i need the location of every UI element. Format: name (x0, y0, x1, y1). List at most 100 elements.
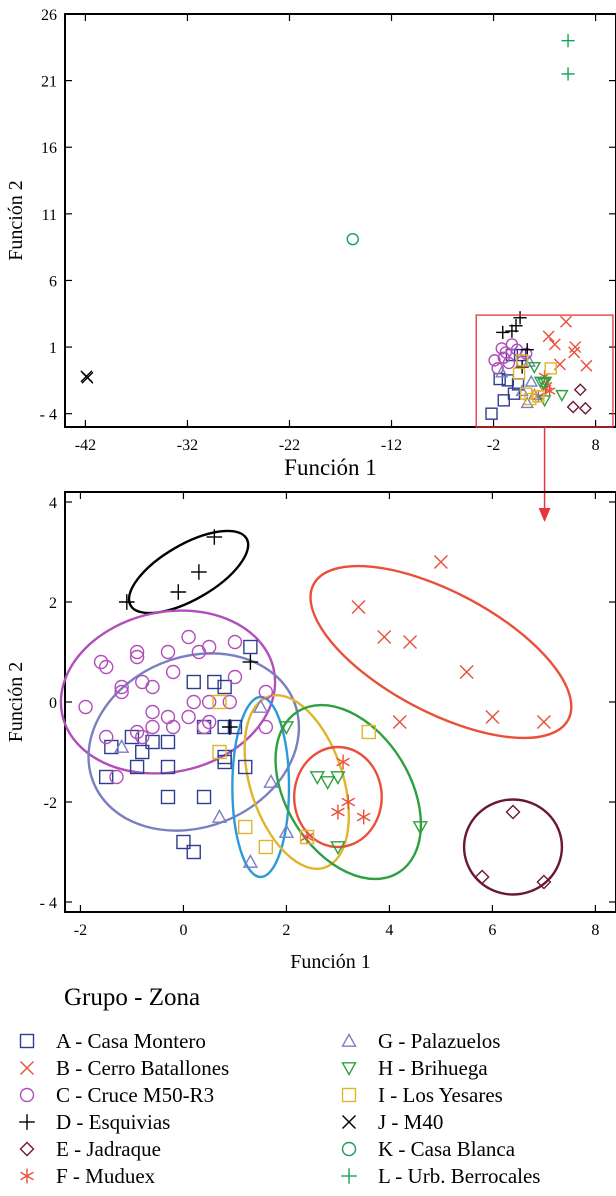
data-point (165, 664, 181, 680)
data-point (258, 719, 274, 735)
data-point (238, 819, 253, 835)
data-point (145, 704, 160, 720)
legend-label: H - Brihuega (378, 1055, 488, 1080)
data-point (392, 715, 407, 729)
data-point (186, 674, 201, 690)
data-point (201, 694, 217, 710)
data-point (536, 377, 551, 390)
data-point (113, 739, 130, 753)
data-point (191, 564, 207, 580)
legend-marker-icon (20, 1168, 34, 1184)
legend-label: L - Urb. Berrocales (378, 1163, 541, 1188)
data-point (513, 311, 527, 325)
confidence-ellipse (274, 703, 423, 881)
data-point (109, 769, 124, 785)
legend-marker (19, 1033, 35, 1049)
data-point (403, 635, 418, 649)
data-point (512, 367, 526, 380)
legend-marker (341, 1141, 357, 1157)
y-tick-label: - 4 (40, 407, 57, 424)
data-point (263, 774, 279, 788)
data-point (542, 330, 555, 343)
y-tick-label: -2 (44, 795, 57, 812)
data-point (520, 343, 534, 357)
data-point (331, 804, 345, 820)
data-point (433, 555, 448, 569)
data-point (485, 710, 500, 724)
legend-item: D - Esquivias (16, 1109, 170, 1135)
data-point (522, 354, 536, 367)
data-point (186, 844, 201, 860)
data-point (98, 729, 114, 745)
data-point (578, 401, 592, 415)
data-point (217, 754, 232, 770)
data-point (135, 729, 150, 745)
data-point (212, 744, 227, 760)
data-point (98, 769, 114, 785)
x-tick-label: 8 (591, 922, 599, 939)
series-j (80, 370, 94, 384)
legend-item: I - Los Yesares (338, 1082, 503, 1108)
data-point (501, 374, 515, 387)
legend-marker (341, 1168, 357, 1184)
data-point (129, 759, 145, 775)
data-point (145, 679, 160, 695)
legend-marker-icon (19, 1114, 35, 1130)
data-point (497, 351, 510, 364)
data-point (160, 789, 176, 805)
data-point (459, 665, 474, 679)
y-tick-label: 11 (42, 207, 57, 224)
series-f (300, 754, 371, 845)
legend-marker (19, 1141, 35, 1157)
legend-item: H - Brihuega (338, 1055, 488, 1081)
legend-marker (342, 1115, 356, 1129)
data-point (227, 634, 243, 650)
data-point (242, 854, 259, 868)
x-axis-title: Función 1 (290, 951, 371, 973)
data-point (191, 644, 207, 660)
legend-marker (20, 1168, 34, 1184)
data-point (242, 654, 259, 670)
series-e (474, 804, 552, 890)
legend-item: C - Cruce M50-R3 (16, 1082, 214, 1108)
data-point (114, 679, 129, 695)
data-point (98, 659, 114, 675)
data-point (181, 709, 196, 725)
x-tick-label: -12 (381, 437, 402, 454)
data-point (507, 387, 521, 400)
data-point (524, 374, 538, 387)
legend-marker-icon (341, 1168, 357, 1184)
data-point (568, 346, 581, 359)
data-point (196, 719, 212, 735)
x-axis-title: Función 1 (284, 455, 377, 480)
legend-label: F - Muduex (56, 1163, 156, 1188)
data-point (520, 347, 533, 360)
legend-item: E - Jadraque (16, 1136, 161, 1162)
x-tick-label: 4 (385, 922, 393, 939)
data-point (78, 699, 93, 715)
x-tick-label: 0 (179, 922, 187, 939)
y-axis-title: Función 2 (5, 180, 27, 261)
series-d (496, 311, 534, 374)
legend-marker-icon (342, 1115, 356, 1129)
data-point (505, 804, 521, 820)
data-point (222, 694, 237, 710)
data-point (377, 630, 392, 644)
data-point (561, 34, 575, 48)
confidence-ellipse (462, 798, 564, 896)
legend-marker-icon (19, 1141, 35, 1157)
legend-label: J - M40 (378, 1109, 444, 1134)
x-tick-label: 2 (282, 922, 290, 939)
data-point (186, 694, 201, 710)
data-point (300, 829, 314, 845)
data-point (515, 354, 529, 367)
data-point (515, 360, 529, 374)
data-point (258, 684, 274, 700)
y-tick-label: 4 (49, 495, 57, 512)
data-point (532, 390, 545, 403)
data-point (135, 744, 150, 760)
data-point (356, 809, 371, 825)
data-point (497, 394, 510, 407)
data-point (196, 789, 212, 805)
